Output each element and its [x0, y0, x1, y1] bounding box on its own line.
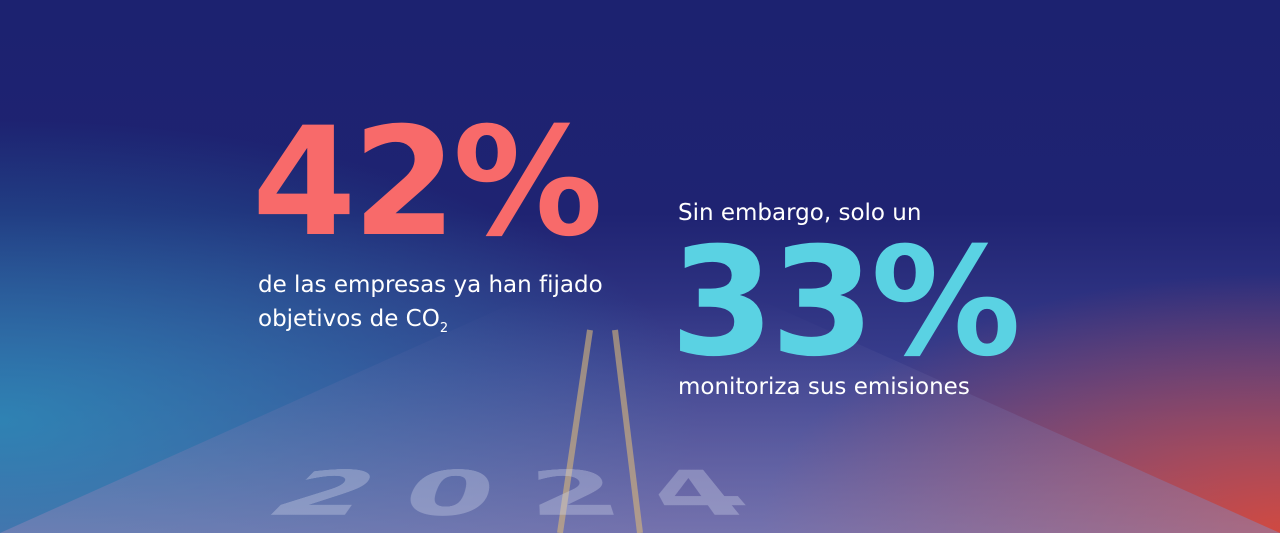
- right-figure: 33%: [670, 216, 1021, 390]
- left-line: de las empresas ya han fijado: [258, 272, 603, 298]
- left-figure: 42%: [252, 96, 603, 270]
- background-year: 2024: [240, 460, 818, 533]
- right-caption: monitoriza sus emisiones: [678, 374, 970, 400]
- road-line: [612, 329, 643, 533]
- road: [0, 300, 1280, 533]
- subscript: 2: [439, 321, 449, 336]
- left-line: objetivos de CO2: [258, 302, 448, 346]
- road-line: [557, 329, 593, 533]
- right-intro: Sin embargo, solo un: [678, 200, 922, 226]
- left-line-text: objetivos de CO: [258, 306, 440, 332]
